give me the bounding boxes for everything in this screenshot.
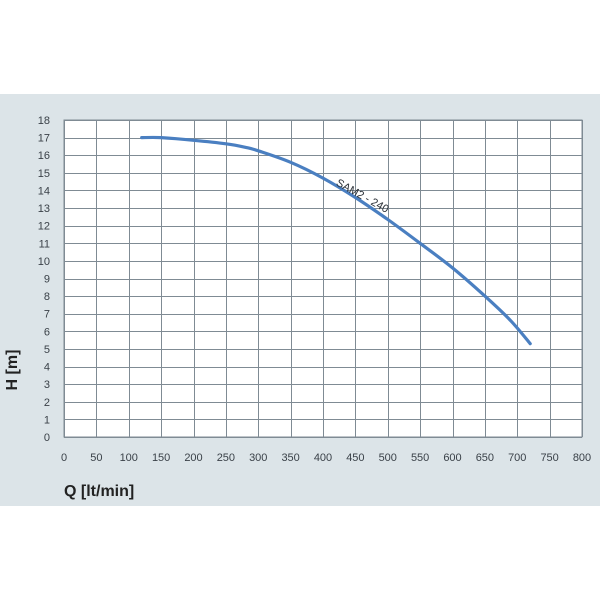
x-axis-label: Q [lt/min] bbox=[64, 483, 134, 500]
y-tick-label-8: 8 bbox=[44, 291, 50, 303]
x-tick-label-6: 300 bbox=[249, 452, 267, 464]
y-tick-label-11: 11 bbox=[39, 238, 50, 250]
y-tick-label-16: 16 bbox=[38, 150, 50, 162]
x-tick-label-10: 500 bbox=[379, 452, 397, 464]
y-tick-label-15: 15 bbox=[38, 168, 50, 180]
y-tick-label-4: 4 bbox=[44, 362, 50, 374]
grid bbox=[64, 120, 583, 438]
y-tick-label-13: 13 bbox=[38, 203, 50, 215]
x-tick-label-2: 100 bbox=[120, 452, 138, 464]
x-tick-label-14: 700 bbox=[508, 452, 526, 464]
y-tick-label-12: 12 bbox=[38, 221, 50, 233]
chart-panel: 0 50 100 150 200 250 300 350 400 450 500 550 600 650 7… bbox=[0, 94, 600, 506]
x-tick-label-7: 350 bbox=[281, 452, 299, 464]
x-tick-label-3: 150 bbox=[152, 452, 170, 464]
x-tick-label-11: 550 bbox=[411, 452, 429, 464]
y-tick-label-3: 3 bbox=[44, 379, 50, 391]
y-tick-label-5: 5 bbox=[44, 344, 50, 356]
x-tick-label-4: 200 bbox=[184, 452, 202, 464]
x-tick-label-1: 50 bbox=[90, 452, 102, 464]
x-tick-label-13: 650 bbox=[476, 452, 494, 464]
y-axis-label: H [m] bbox=[4, 350, 21, 391]
x-tick-label-9: 450 bbox=[346, 452, 364, 464]
y-tick-label-7: 7 bbox=[44, 309, 50, 321]
y-tick-label-18: 18 bbox=[38, 115, 50, 127]
y-tick-label-17: 17 bbox=[38, 133, 50, 145]
y-tick-label-0: 0 bbox=[44, 432, 50, 444]
x-tick-label-12: 600 bbox=[443, 452, 461, 464]
y-tick-label-2: 2 bbox=[44, 397, 50, 409]
series-line-0 bbox=[140, 135, 532, 346]
y-tick-label-6: 6 bbox=[44, 326, 50, 338]
x-tick-label-16: 800 bbox=[573, 452, 591, 464]
x-tick-label-15: 750 bbox=[540, 452, 558, 464]
y-tick-label-14: 14 bbox=[38, 185, 50, 197]
x-tick-label-5: 250 bbox=[217, 452, 235, 464]
y-tick-label-10: 10 bbox=[38, 256, 50, 268]
pump-curve-chart: 0 50 100 150 200 250 300 350 400 450 500 550 600 650 7… bbox=[4, 115, 591, 500]
x-tick-label-0: 0 bbox=[61, 452, 67, 464]
y-tick-label-1: 1 bbox=[44, 414, 50, 426]
y-tick-label-9: 9 bbox=[44, 274, 50, 286]
x-tick-label-8: 400 bbox=[314, 452, 332, 464]
x-tick-labels: 0 50 100 150 200 250 300 350 400 450 500 550 600 650 7… bbox=[61, 452, 591, 464]
